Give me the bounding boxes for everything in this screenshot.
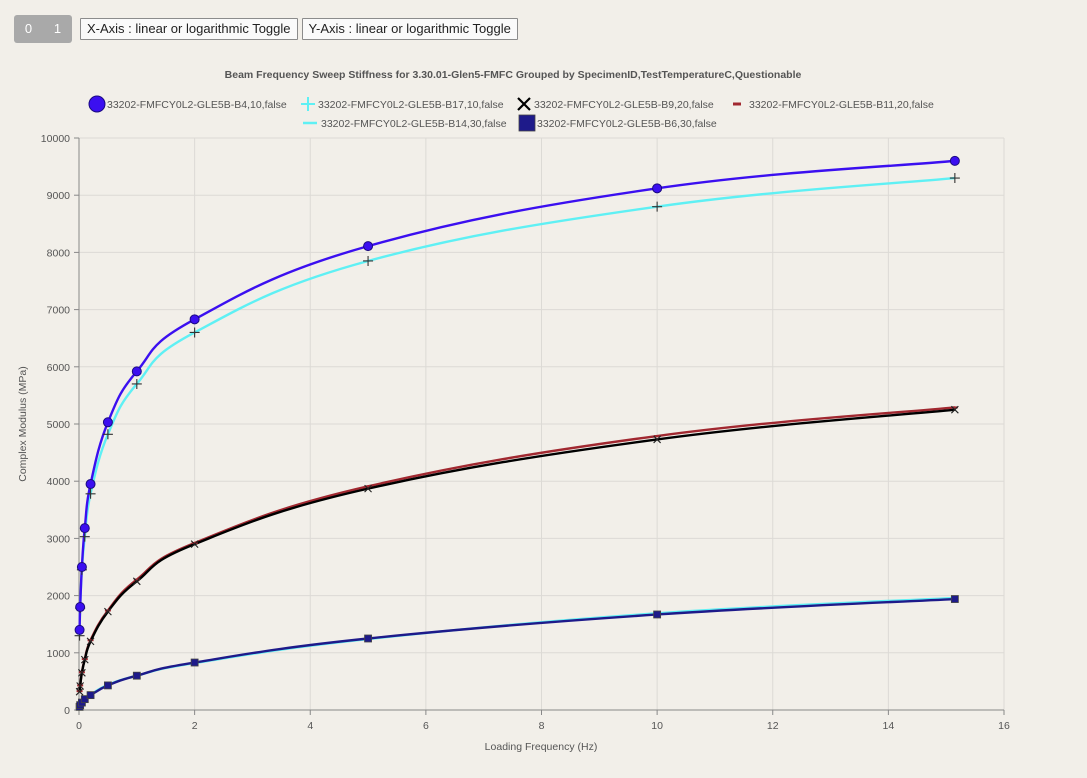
- x-axis-scale-toggle-button[interactable]: X-Axis : linear or logarithmic Toggle: [80, 18, 298, 40]
- data-point-circle: [74, 624, 85, 635]
- y-tick-label: 6000: [47, 362, 71, 374]
- x-tick-label: 8: [539, 720, 545, 732]
- legend-label: 33202-FMFCY0L2-GLE5B-B11,20,false: [749, 99, 934, 111]
- data-point-plus: [189, 327, 200, 338]
- data-point-cross: [190, 540, 199, 549]
- data-point-circle: [363, 241, 374, 252]
- y-tick-label: 10000: [41, 133, 70, 145]
- x-tick-label: 12: [767, 720, 779, 732]
- y-tick-label: 0: [64, 705, 70, 717]
- data-point-square: [190, 658, 199, 667]
- data-point-cross: [364, 484, 372, 493]
- legend-item: 33202-FMFCY0L2-GLE5B-B9,20,false: [517, 97, 714, 111]
- data-point-square: [86, 691, 95, 700]
- x-tick-label: 16: [998, 720, 1010, 732]
- data-point-plus: [102, 429, 113, 440]
- plot-area: [74, 155, 960, 711]
- data-point-circle: [85, 479, 96, 490]
- y-axis-scale-toggle-button[interactable]: Y-Axis : linear or logarithmic Toggle: [301, 18, 518, 40]
- x-tick-label: 2: [192, 720, 198, 732]
- x-tick-label: 4: [307, 720, 313, 732]
- data-point-cross: [950, 405, 959, 414]
- x-axis-label: Loading Frequency (Hz): [485, 741, 598, 753]
- data-point-cross: [517, 97, 531, 111]
- data-point-plus: [85, 488, 96, 499]
- data-point-square: [132, 671, 141, 680]
- legend-label: 33202-FMFCY0L2-GLE5B-B4,10,false: [107, 99, 287, 111]
- data-point-circle: [88, 95, 106, 113]
- legend-label: 33202-FMFCY0L2-GLE5B-B14,30,false: [321, 118, 507, 130]
- data-point-cross: [132, 577, 141, 586]
- chart-legend: 33202-FMFCY0L2-GLE5B-B4,10,false 33202-FM…: [88, 95, 934, 132]
- data-point-plus: [363, 255, 374, 266]
- data-point-circle: [75, 602, 86, 613]
- data-point-circle: [79, 523, 90, 534]
- segment-0-button[interactable]: 0: [24, 21, 33, 36]
- y-tick-label: 3000: [47, 533, 71, 545]
- y-tick-label: 8000: [47, 247, 71, 259]
- data-point-circle: [76, 562, 87, 572]
- data-point-cross: [104, 607, 112, 616]
- data-point-plus: [301, 97, 315, 111]
- y-tick-label: 7000: [47, 305, 71, 317]
- data-point-square: [104, 681, 112, 690]
- data-point-cross: [653, 435, 662, 444]
- legend-item: 33202-FMFCY0L2-GLE5B-B14,30,false: [303, 118, 507, 130]
- data-point-cross: [80, 655, 89, 664]
- data-point-square: [364, 634, 372, 643]
- x-tick-label: 0: [76, 720, 82, 732]
- legend-item: 33202-FMFCY0L2-GLE5B-B17,10,false: [301, 97, 504, 111]
- data-point-cross: [76, 682, 85, 690]
- data-point-circle: [189, 314, 200, 325]
- data-point-square: [653, 610, 662, 619]
- legend-item: 33202-FMFCY0L2-GLE5B-B4,10,false: [88, 95, 287, 113]
- segment-1-button[interactable]: 1: [53, 21, 62, 36]
- data-point-plus: [652, 201, 663, 212]
- toolbar: 0 1 X-Axis : linear or logarithmic Toggl…: [14, 15, 522, 43]
- data-point-circle: [131, 366, 142, 377]
- legend-label: 33202-FMFCY0L2-GLE5B-B6,30,false: [537, 118, 717, 130]
- data-point-square: [80, 695, 89, 704]
- data-point-cross: [78, 668, 86, 677]
- y-tick-label: 2000: [47, 591, 71, 603]
- x-tick-label: 10: [651, 720, 663, 732]
- y-axis-label: Complex Modulus (MPa): [17, 366, 29, 482]
- chart-title: Beam Frequency Sweep Stiffness for 3.30.…: [225, 69, 802, 81]
- data-point-circle: [652, 183, 663, 194]
- legend-item: 33202-FMFCY0L2-GLE5B-B11,20,false: [733, 99, 934, 111]
- data-point-square: [950, 595, 959, 603]
- x-tick-label: 6: [423, 720, 429, 732]
- data-point-plus: [949, 173, 960, 184]
- legend-item: 33202-FMFCY0L2-GLE5B-B6,30,false: [518, 114, 717, 132]
- data-point-circle: [102, 417, 113, 428]
- y-tick-label: 1000: [47, 648, 71, 660]
- x-tick-label: 14: [883, 720, 895, 732]
- y-tick-label: 5000: [47, 419, 71, 431]
- y-tick-label: 9000: [47, 190, 71, 202]
- legend-label: 33202-FMFCY0L2-GLE5B-B9,20,false: [534, 99, 714, 111]
- legend-label: 33202-FMFCY0L2-GLE5B-B17,10,false: [318, 99, 504, 111]
- data-point-plus: [131, 378, 142, 389]
- data-point-square: [518, 114, 536, 132]
- data-point-cross: [86, 637, 95, 646]
- y-tick-label: 4000: [47, 476, 71, 488]
- data-point-circle: [949, 155, 960, 166]
- data-point-plus: [79, 531, 90, 542]
- series-index-toggle[interactable]: 0 1: [14, 15, 72, 43]
